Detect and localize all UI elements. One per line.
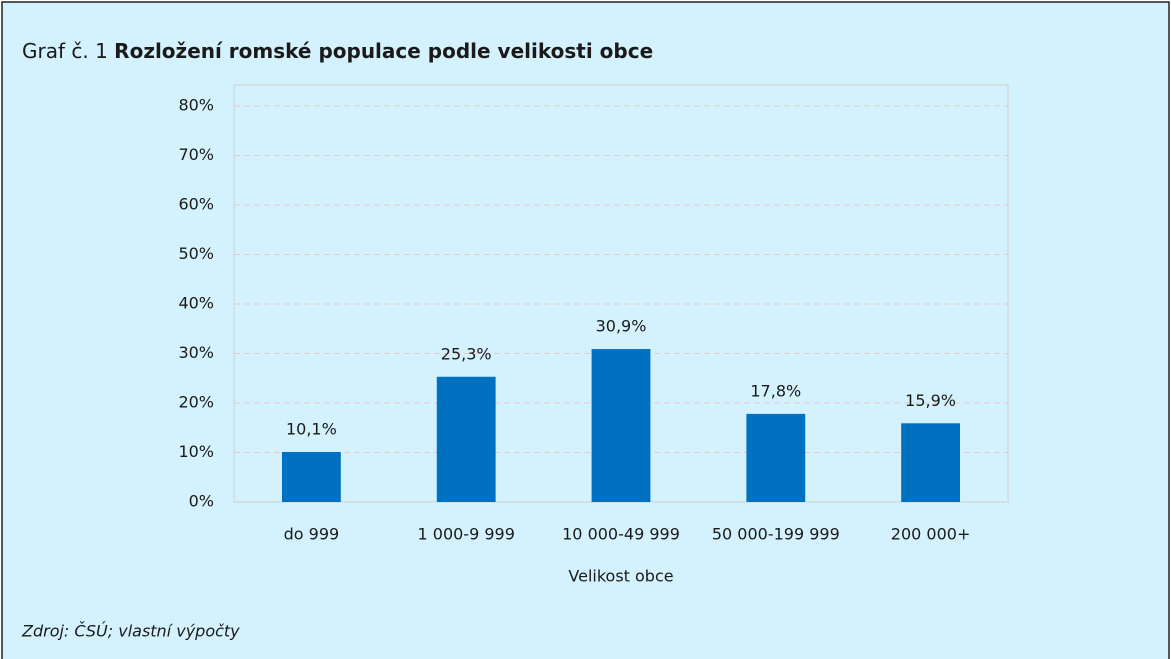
data-label: 17,8% [750,381,801,400]
x-tick-label: 1 000-9 999 [418,525,515,544]
y-tick-label: 10% [178,442,214,461]
y-tick-label: 80% [178,96,214,115]
figure-label: Graf č. 1 [22,39,108,63]
x-tick-label: 50 000-199 999 [712,525,840,544]
y-tick-label: 60% [178,195,214,214]
bar [591,349,651,502]
data-label: 30,9% [596,317,647,336]
x-axis-label: Velikost obce [568,567,673,586]
title: Rozložení romské populace podle velikost… [114,39,653,63]
y-tick-label: 50% [178,244,214,263]
y-tick-label: 0% [189,492,214,511]
data-label: 10,1% [286,420,337,439]
y-tick-label: 70% [178,145,214,164]
bar [901,423,961,502]
x-tick-label: 10 000-49 999 [562,525,680,544]
bar [436,376,496,502]
data-label: 15,9% [905,391,956,410]
x-tick-label: do 999 [284,525,340,544]
bar [746,413,806,502]
x-tick-label: 200 000+ [891,525,971,544]
y-tick-label: 30% [178,343,214,362]
y-tick-label: 20% [178,393,214,412]
source: Zdroj: ČSÚ; vlastní výpočty [21,622,240,641]
y-tick-label: 40% [178,294,214,313]
data-label: 25,3% [441,344,492,363]
chart-title: Graf č. 1 Rozložení romské populace podl… [22,39,653,63]
bar [281,452,341,502]
